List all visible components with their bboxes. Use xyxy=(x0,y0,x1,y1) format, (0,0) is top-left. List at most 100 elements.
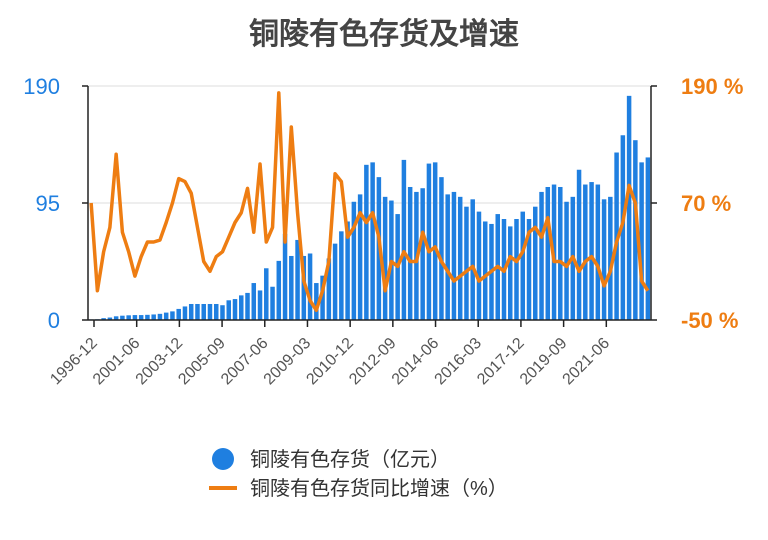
bar xyxy=(245,292,250,320)
line-series xyxy=(89,91,650,312)
bar xyxy=(558,186,563,320)
bar xyxy=(476,211,482,320)
bar xyxy=(439,177,444,320)
bar xyxy=(608,196,613,320)
legend-bar-marker xyxy=(212,448,234,470)
left-y-tick-label: 190 xyxy=(23,74,60,99)
bar xyxy=(589,182,594,320)
bar xyxy=(339,231,344,320)
legend-line-label: 铜陵有色存货同比增速（%） xyxy=(250,477,508,500)
bar xyxy=(583,184,588,320)
bar xyxy=(132,315,138,320)
bar-series xyxy=(88,95,651,320)
bar xyxy=(645,157,651,320)
bar xyxy=(239,295,244,320)
bar xyxy=(151,314,156,320)
bar xyxy=(457,196,463,320)
bar xyxy=(251,283,257,320)
bar xyxy=(138,315,144,320)
bar xyxy=(113,316,119,320)
bar xyxy=(614,152,619,320)
bar xyxy=(101,318,106,320)
bar xyxy=(226,300,231,320)
x-tick-label: 2021-06 xyxy=(560,335,614,389)
chart-title: 铜陵有色存货及增速 xyxy=(249,17,519,51)
bar xyxy=(426,163,432,320)
bar xyxy=(639,162,644,320)
legend: 铜陵有色存货（亿元） 铜陵有色存货同比增速（%） xyxy=(209,448,508,500)
bar xyxy=(295,239,300,320)
bar xyxy=(182,306,188,320)
bar xyxy=(163,312,169,320)
bar xyxy=(470,199,475,320)
bar xyxy=(445,194,450,320)
bar xyxy=(326,258,332,320)
bar xyxy=(420,188,425,320)
bar xyxy=(626,95,632,320)
legend-line-marker xyxy=(209,486,237,490)
bar xyxy=(533,206,538,320)
bar xyxy=(120,315,125,320)
bar xyxy=(107,317,113,320)
bar xyxy=(345,221,350,320)
bar xyxy=(370,162,375,320)
bar xyxy=(576,169,582,320)
bar xyxy=(270,286,275,320)
bar xyxy=(195,303,200,320)
bar xyxy=(157,313,163,320)
axes xyxy=(82,85,657,321)
bar xyxy=(564,201,569,320)
bar xyxy=(170,311,175,320)
bar xyxy=(282,233,288,320)
bar xyxy=(464,206,469,320)
bar xyxy=(595,184,601,320)
right-y-tick-label: -50 % xyxy=(681,308,738,333)
bar xyxy=(432,162,438,320)
right-y-axis-ticks: -50 % 70 % 190 % xyxy=(681,74,743,333)
bar xyxy=(364,164,369,320)
left-y-tick-label: 95 xyxy=(36,191,60,216)
bar xyxy=(482,221,488,320)
right-y-tick-label: 70 % xyxy=(681,191,731,216)
bar xyxy=(320,275,325,320)
bar xyxy=(213,303,219,320)
right-y-tick-label: 190 % xyxy=(681,74,743,99)
bar xyxy=(601,199,607,320)
bar xyxy=(220,305,225,320)
bar xyxy=(257,290,263,320)
x-axis-ticks: 1996-122001-062003-122005-092007-062009-… xyxy=(47,320,613,388)
bar xyxy=(332,243,338,320)
legend-bar-label: 铜陵有色存货（亿元） xyxy=(250,448,450,471)
bar xyxy=(633,140,638,320)
bar xyxy=(232,299,238,320)
bar xyxy=(514,219,519,320)
bar xyxy=(520,211,526,320)
bar xyxy=(176,308,181,320)
bar xyxy=(526,219,532,320)
bar xyxy=(126,315,131,320)
gridlines xyxy=(88,85,651,204)
bar xyxy=(351,201,357,320)
bar xyxy=(145,314,150,320)
bar xyxy=(264,268,269,320)
bar xyxy=(314,283,319,320)
bar xyxy=(301,255,307,320)
bar xyxy=(357,194,363,320)
bar xyxy=(201,303,206,320)
bar xyxy=(407,186,413,320)
bar xyxy=(508,226,513,320)
bar xyxy=(539,191,544,320)
bar xyxy=(207,303,213,320)
bar xyxy=(451,191,457,320)
bar xyxy=(382,196,388,320)
bar xyxy=(289,255,294,320)
bar xyxy=(188,303,194,320)
bar xyxy=(401,159,407,320)
bar xyxy=(276,260,282,320)
growth-line xyxy=(89,91,650,312)
bar xyxy=(545,186,551,320)
left-y-axis-ticks: 0 95 190 xyxy=(23,74,60,333)
bar xyxy=(307,253,313,320)
left-y-tick-label: 0 xyxy=(48,308,60,333)
